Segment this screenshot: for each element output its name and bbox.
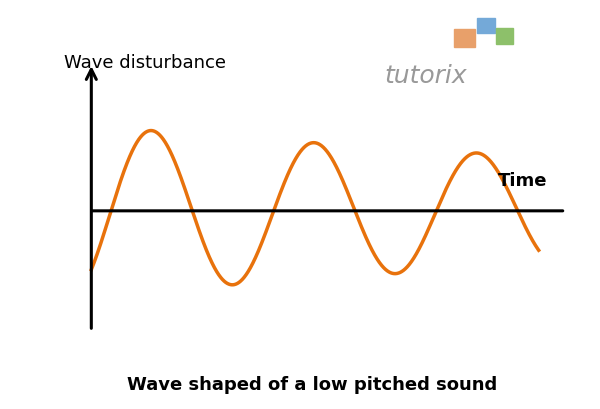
Text: Time: Time — [498, 172, 548, 190]
Text: tutorix: tutorix — [385, 64, 467, 88]
Text: Wave disturbance: Wave disturbance — [64, 54, 226, 72]
Bar — [454, 30, 475, 48]
Bar — [476, 18, 494, 34]
Text: Wave shaped of a low pitched sound: Wave shaped of a low pitched sound — [127, 375, 497, 393]
Bar — [496, 29, 514, 45]
